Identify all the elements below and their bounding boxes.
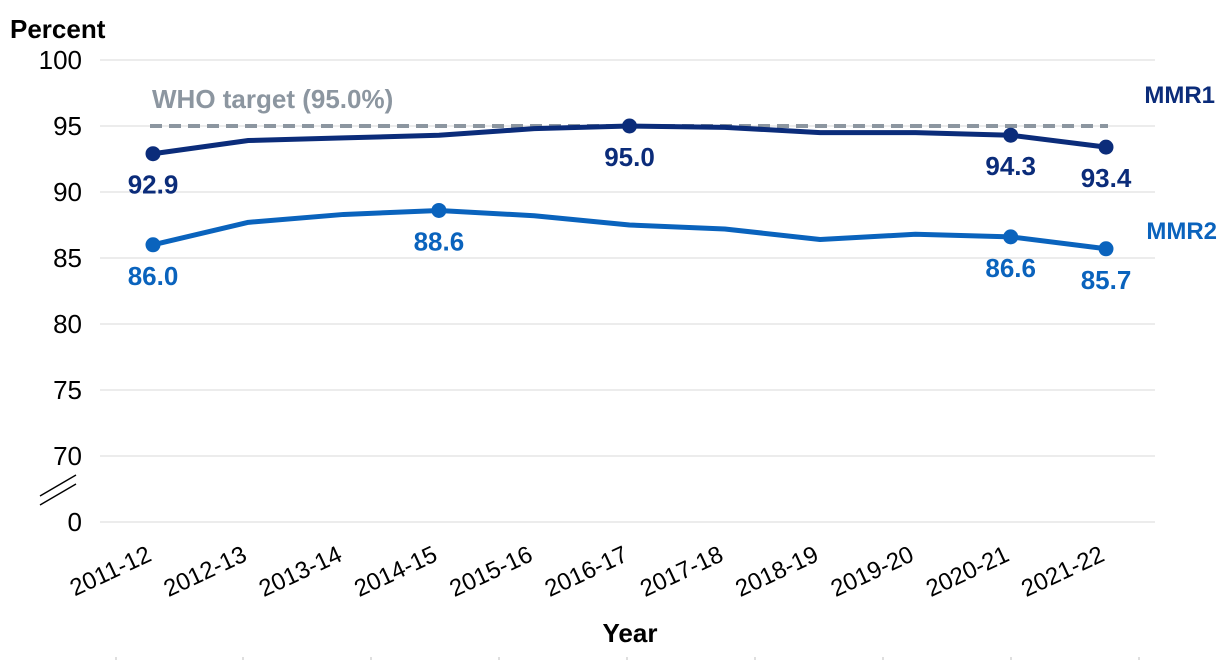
axis-break-mark	[39, 474, 77, 497]
x-tick-label: 2013-14	[255, 541, 346, 603]
data-point-mmr1	[1098, 139, 1114, 155]
x-tick-label: 2015-16	[445, 541, 536, 603]
x-tick-label: 2016-17	[541, 541, 632, 603]
x-tick-label: 2019-20	[827, 541, 918, 603]
x-axis-title: Year	[603, 618, 658, 648]
data-point-mmr2	[145, 237, 161, 253]
data-label-mmr2: 86.0	[128, 261, 179, 291]
data-point-mmr2	[1098, 241, 1114, 257]
data-point-mmr1	[622, 118, 637, 134]
series-label-mmr2: MMR2	[1146, 218, 1217, 245]
x-tick-label: 2017-18	[636, 541, 727, 603]
x-tick-label: 2014-15	[350, 541, 441, 603]
y-tick-label: 90	[53, 177, 82, 207]
series-lines	[145, 118, 1114, 257]
y-tick-label: 0	[68, 507, 82, 537]
data-label-mmr2: 86.6	[985, 253, 1036, 283]
data-labels: 92.9 95.0 94.3 93.4 86.0 88.6 86.6 85.7	[128, 142, 1132, 295]
data-point-mmr2	[431, 202, 447, 218]
data-label-mmr1: 94.3	[985, 151, 1036, 181]
data-point-mmr2	[1003, 229, 1019, 245]
y-tick-label: 75	[53, 375, 82, 405]
y-tick-label: 70	[53, 441, 82, 471]
y-tick-label: 100	[39, 45, 82, 75]
data-label-mmr2: 88.6	[414, 226, 465, 256]
series-label-mmr1: MMR1	[1144, 82, 1215, 109]
data-point-mmr1	[1003, 127, 1019, 143]
x-tick-label: 2018-19	[731, 541, 822, 603]
data-label-mmr1: 92.9	[128, 170, 179, 200]
x-tick-label: 2012-13	[160, 541, 251, 603]
axis-break-mark	[39, 483, 77, 506]
series-line-mmr2	[150, 207, 1109, 252]
data-label-mmr1: 93.4	[1081, 163, 1132, 193]
data-label-mmr1: 95.0	[604, 142, 655, 172]
data-point-mmr1	[145, 146, 161, 162]
y-tick-label: 95	[53, 111, 82, 141]
data-label-mmr2: 85.7	[1081, 265, 1132, 295]
who-target-label: WHO target (95.0%)	[152, 84, 393, 114]
x-tick-label: 2011-12	[66, 541, 156, 602]
y-axis-ticks: 100 95 90 85 80 75 70 0	[39, 45, 82, 537]
x-tick-label: 2021-22	[1017, 541, 1108, 603]
y-axis-title: Percent	[10, 14, 106, 44]
y-tick-label: 80	[53, 309, 82, 339]
y-tick-label: 85	[53, 243, 82, 273]
x-tick-label: 2020-21	[922, 541, 1013, 603]
